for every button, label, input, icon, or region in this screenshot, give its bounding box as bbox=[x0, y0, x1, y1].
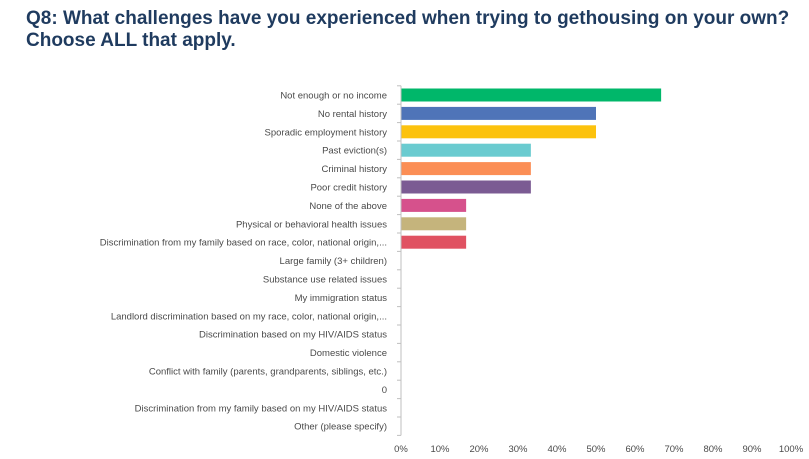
x-tick-label: 20% bbox=[469, 444, 489, 455]
bar bbox=[401, 217, 467, 231]
x-tick-label: 60% bbox=[625, 444, 645, 455]
category-label: Physical or behavioral health issues bbox=[236, 219, 387, 230]
category-label: Poor credit history bbox=[310, 183, 387, 194]
category-label: Discrimination from my family based on m… bbox=[135, 403, 388, 414]
x-tick-label: 0% bbox=[394, 444, 408, 455]
category-label: Not enough or no income bbox=[280, 91, 387, 102]
category-label: Discrimination from my family based on r… bbox=[100, 238, 387, 249]
bar bbox=[401, 180, 531, 194]
x-tick-label: 90% bbox=[742, 444, 762, 455]
bar bbox=[401, 235, 467, 249]
bar bbox=[401, 125, 596, 139]
bar bbox=[401, 143, 531, 157]
category-label: Landlord discrimination based on my race… bbox=[111, 311, 387, 322]
x-tick-label: 50% bbox=[586, 444, 606, 455]
x-tick-label: 40% bbox=[547, 444, 567, 455]
page-title: Q8: What challenges have you experienced… bbox=[26, 8, 790, 51]
category-label: My immigration status bbox=[295, 293, 388, 304]
bars-layer bbox=[401, 88, 662, 249]
x-tick-label: 10% bbox=[430, 444, 450, 455]
bar bbox=[401, 88, 662, 102]
x-tick-label: 30% bbox=[508, 444, 528, 455]
category-label: Sporadic employment history bbox=[265, 127, 388, 138]
x-tick-label: 70% bbox=[664, 444, 684, 455]
category-label: Substance use related issues bbox=[263, 275, 387, 286]
category-label: Domestic violence bbox=[310, 348, 387, 359]
x-tick-label: 100% bbox=[779, 444, 804, 455]
category-label: None of the above bbox=[309, 201, 387, 212]
bar bbox=[401, 106, 596, 120]
bar bbox=[401, 198, 467, 212]
category-label: 0 bbox=[382, 385, 387, 396]
axis-layer: 0% 10% 20% 30% 40% 50% 60% 70% 80% 90% 100% bbox=[394, 85, 804, 455]
category-label: Large family (3+ children) bbox=[280, 256, 387, 267]
category-label: Conflict with family (parents, grandpare… bbox=[149, 367, 387, 378]
category-label: Other (please specify) bbox=[294, 422, 387, 433]
category-label: Discrimination based on my HIV/AIDS stat… bbox=[199, 330, 387, 341]
category-label: No rental history bbox=[318, 109, 387, 120]
category-label: Past eviction(s) bbox=[322, 146, 387, 157]
category-label: Criminal history bbox=[322, 164, 388, 175]
bar bbox=[401, 162, 531, 176]
category-labels: Not enough or no income No rental history… bbox=[100, 91, 387, 433]
x-tick-label: 80% bbox=[703, 444, 723, 455]
